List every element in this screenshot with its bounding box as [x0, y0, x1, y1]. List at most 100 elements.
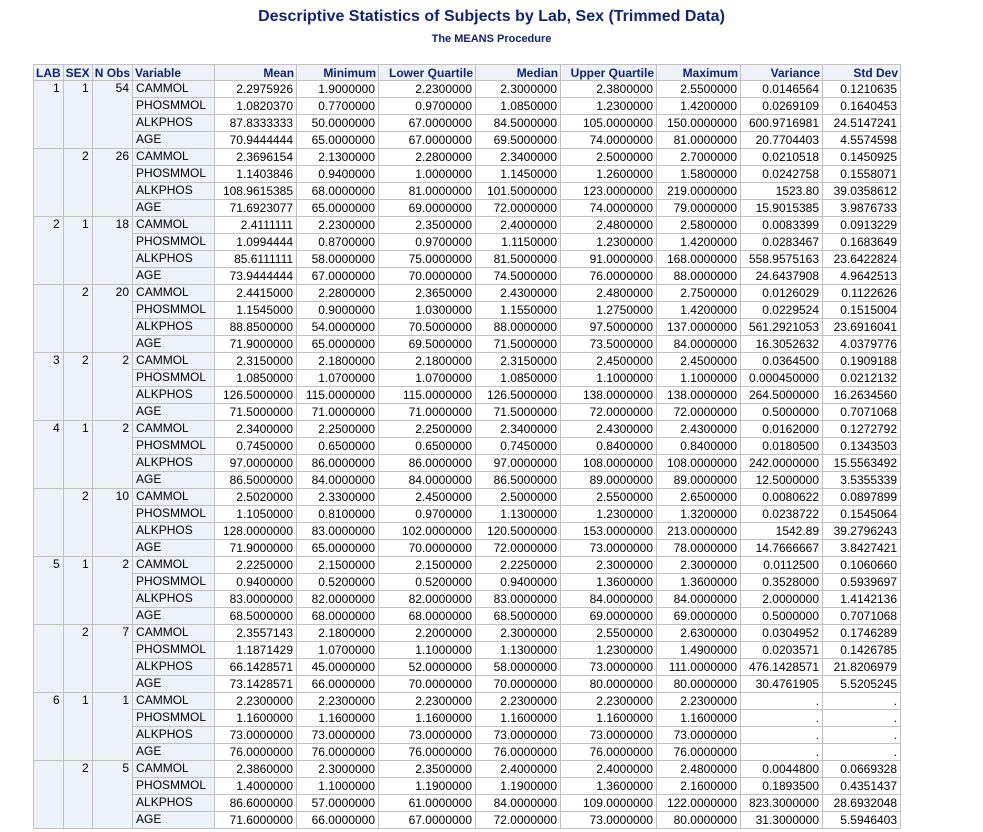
value-cell: 126.5000000: [214, 386, 298, 404]
value-cell: 3.8427421: [822, 539, 902, 557]
table-row: PHOSMMOL 0.7450000 0.6500000 0.6500000 0.745…: [34, 437, 902, 455]
value-cell: 0.5939697: [822, 573, 902, 591]
value-cell: 0.9700000: [378, 233, 477, 251]
value-cell: 1.1871429: [214, 641, 298, 659]
value-cell: 0.1210635: [822, 80, 902, 98]
value-cell: 52.0000000: [378, 658, 477, 676]
value-cell: 2.2975926: [214, 80, 298, 98]
value-cell: 74.5000000: [475, 267, 562, 285]
value-cell: 69.5000000: [475, 131, 562, 149]
value-cell: 24.5147241: [822, 114, 902, 132]
value-cell: 65.0000000: [296, 335, 380, 353]
value-cell: 72.0000000: [656, 403, 742, 421]
value-cell: 115.0000000: [378, 386, 477, 404]
sex-cell: 2: [62, 284, 93, 353]
value-cell: 242.0000000: [740, 454, 824, 472]
value-cell: 28.6932048: [822, 794, 902, 812]
value-cell: 108.0000000: [656, 454, 742, 472]
value-cell: 1.1450000: [475, 165, 562, 183]
value-cell: 0.7450000: [475, 437, 562, 455]
value-cell: 2.5000000: [560, 148, 658, 166]
nobs-cell: 54: [91, 80, 134, 149]
value-cell: 68.0000000: [378, 607, 477, 625]
value-cell: 5.5946403: [822, 811, 902, 829]
value-cell: 0.6500000: [296, 437, 380, 455]
value-cell: 1.2600000: [560, 165, 658, 183]
value-cell: 21.8206979: [822, 658, 902, 676]
table-row: ALKPHOS 86.6000000 57.0000000 61.0000000 84.…: [34, 794, 902, 812]
lab-cell: 4: [33, 420, 64, 489]
value-cell: 1.4200000: [656, 233, 742, 251]
value-cell: 1.2300000: [560, 97, 658, 115]
value-cell: 5.5205245: [822, 675, 902, 693]
value-cell: 168.0000000: [656, 250, 742, 268]
variable-cell: PHOSMMOL: [132, 777, 216, 795]
value-cell: 71.5000000: [214, 403, 298, 421]
statistics-table: LAB SEX N Obs Variable Mean Minimum Lower Quar…: [33, 64, 902, 829]
value-cell: 73.0000000: [378, 726, 477, 744]
value-cell: 2.4800000: [656, 760, 742, 778]
value-cell: 72.0000000: [560, 403, 658, 421]
variable-cell: PHOSMMOL: [132, 505, 216, 523]
value-cell: 88.8500000: [214, 318, 298, 336]
value-cell: 2.1600000: [656, 777, 742, 795]
sex-cell: 2: [62, 624, 93, 693]
variable-cell: ALKPHOS: [132, 182, 216, 200]
value-cell: 97.0000000: [475, 454, 562, 472]
value-cell: 2.4800000: [560, 216, 658, 234]
table-row: PHOSMMOL 1.1600000 1.1600000 1.1600000 1.160…: [34, 709, 902, 727]
table-row: AGE 73.9444444 67.0000000 70.0000000 74.5000…: [34, 267, 902, 285]
value-cell: 1.1600000: [560, 709, 658, 727]
value-cell: 68.5000000: [475, 607, 562, 625]
value-cell: 2.4300000: [560, 420, 658, 438]
value-cell: 68.5000000: [214, 607, 298, 625]
report-subtitle: The MEANS Procedure: [431, 33, 552, 45]
value-cell: 69.0000000: [656, 607, 742, 625]
variable-cell: ALKPHOS: [132, 522, 216, 540]
table-row: PHOSMMOL 1.0850000 1.0700000 1.0700000 1.085…: [34, 369, 902, 387]
value-cell: 558.9575163: [740, 250, 824, 268]
value-cell: 153.0000000: [560, 522, 658, 540]
statistics-table-container: LAB SEX N Obs Variable Mean Minimum Lower Quar…: [33, 64, 902, 829]
table-row: AGE 86.5000000 84.0000000 84.0000000 86.5000…: [34, 471, 902, 489]
variable-cell: AGE: [132, 403, 216, 421]
value-cell: 76.0000000: [214, 743, 298, 761]
table-row: 1 1 54 CAMMOL 2.2975926 1.9000000 2.2300000 2.3…: [33, 80, 902, 149]
table-header: LAB SEX N Obs Variable Mean Minimum Lower Quar…: [33, 64, 902, 81]
column-header-std-dev: Std Dev: [822, 64, 902, 81]
value-cell: 150.0000000: [656, 114, 742, 132]
variable-cell: AGE: [132, 539, 216, 557]
value-cell: 1.0850000: [475, 97, 562, 115]
value-cell: 1.1600000: [378, 709, 477, 727]
lab-cell: 3: [33, 352, 64, 421]
value-cell: 0.7450000: [214, 437, 298, 455]
lab-cell: 1: [33, 80, 64, 149]
value-cell: 70.9444444: [214, 131, 298, 149]
table-row: AGE 71.5000000 71.0000000 71.0000000 71.5000…: [34, 403, 902, 421]
value-cell: 84.0000000: [656, 590, 742, 608]
value-cell: 0.1426785: [822, 641, 902, 659]
value-cell: 81.0000000: [378, 182, 477, 200]
value-cell: 2.3500000: [378, 216, 477, 234]
table-row: AGE 71.9000000 65.0000000 69.5000000 71.5000…: [34, 335, 902, 353]
value-cell: 0.5200000: [296, 573, 380, 591]
value-cell: 2.3800000: [560, 80, 658, 98]
value-cell: 0.1893500: [740, 777, 824, 795]
value-cell: 71.9000000: [214, 539, 298, 557]
variable-cell: AGE: [132, 743, 216, 761]
value-cell: 2.4111111: [214, 216, 298, 234]
value-cell: 1.2300000: [560, 505, 658, 523]
value-cell: 0.1122626: [822, 284, 902, 302]
value-cell: 0.9400000: [475, 573, 562, 591]
value-cell: 97.5000000: [560, 318, 658, 336]
lab-cell: 2: [33, 216, 64, 285]
value-cell: 0.0238722: [740, 505, 824, 523]
table-row: ALKPHOS 85.6111111 58.0000000 75.0000000 81.…: [34, 250, 902, 268]
value-cell: 1.1600000: [656, 709, 742, 727]
value-cell: 561.2921053: [740, 318, 824, 336]
value-cell: 1.1000000: [656, 369, 742, 387]
value-cell: 2.4000000: [560, 760, 658, 778]
value-cell: 14.7666667: [740, 539, 824, 557]
value-cell: 0.1060660: [822, 556, 902, 574]
table-row: AGE 71.9000000 65.0000000 70.0000000 72.0000…: [34, 539, 902, 557]
